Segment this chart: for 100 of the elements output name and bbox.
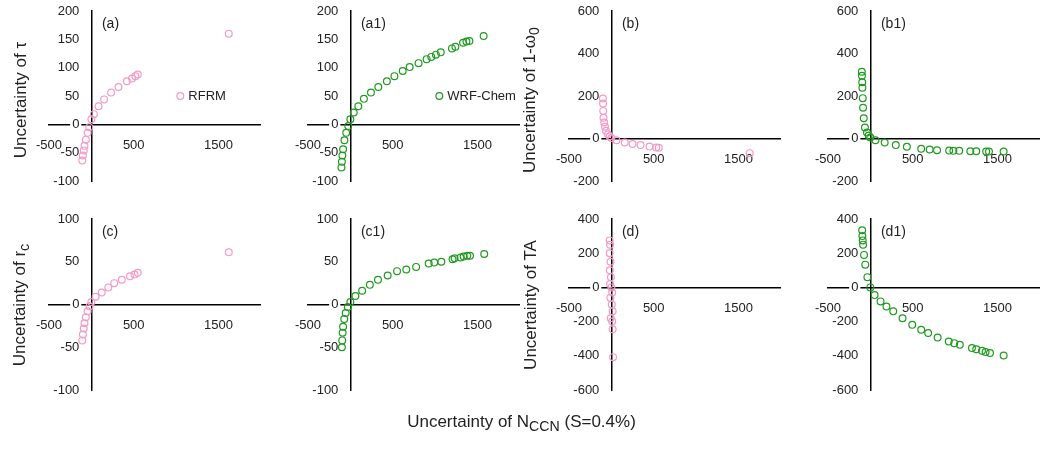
point <box>346 115 355 124</box>
y-tick-label: 400 <box>836 210 859 226</box>
point <box>891 141 900 150</box>
point <box>373 275 382 284</box>
point <box>122 77 131 86</box>
x-tick-label: 1500 <box>723 299 753 315</box>
point <box>985 349 994 358</box>
y-tick-label: 400 <box>577 45 600 61</box>
point <box>393 267 402 276</box>
point <box>133 268 142 277</box>
y-tick-label: 600 <box>577 2 600 18</box>
y-tick-label: 200 <box>577 244 600 260</box>
x-tick-label: -500 <box>294 136 322 152</box>
y-tick-label: 0 <box>72 296 80 312</box>
point <box>981 348 990 357</box>
point <box>337 343 346 352</box>
point <box>78 156 87 165</box>
point <box>87 297 96 306</box>
x-tick-label: 500 <box>381 136 404 152</box>
x-tick-label: 500 <box>122 136 145 152</box>
point <box>89 110 98 119</box>
point <box>110 279 119 288</box>
point <box>863 273 872 282</box>
point <box>955 340 964 349</box>
point <box>91 292 100 301</box>
point <box>917 144 926 153</box>
annotation: (d1) <box>880 222 906 239</box>
point <box>605 236 614 245</box>
point <box>607 300 616 309</box>
y-tick-label: 200 <box>836 244 859 260</box>
point <box>880 138 889 147</box>
point <box>480 250 489 259</box>
y-tick-label: 0 <box>72 115 80 131</box>
y-tick-label: -200 <box>832 313 859 329</box>
point <box>346 297 355 306</box>
y-tick-label: 150 <box>316 30 339 46</box>
point <box>479 31 488 40</box>
point <box>107 88 116 97</box>
point <box>337 163 346 172</box>
point <box>944 337 953 346</box>
point <box>908 320 917 329</box>
point <box>80 141 89 150</box>
point <box>859 114 868 123</box>
y-tick-label: -100 <box>312 381 339 397</box>
point <box>858 236 867 245</box>
point <box>858 232 867 241</box>
y-tick-label: 50 <box>64 87 80 103</box>
y-tick-label: 100 <box>316 210 339 226</box>
point <box>85 302 94 311</box>
point <box>224 248 233 257</box>
point <box>382 77 391 86</box>
point <box>871 136 880 145</box>
y-axis-title: Uncertainty of τ <box>11 41 31 159</box>
point <box>972 147 981 156</box>
point <box>606 257 615 266</box>
point <box>224 29 233 38</box>
legend-label: RFRM <box>188 87 226 103</box>
point <box>342 128 351 137</box>
point <box>599 106 608 115</box>
point <box>857 67 866 76</box>
point <box>999 351 1008 360</box>
point <box>431 50 440 59</box>
point <box>972 345 981 354</box>
y-tick-label: -50 <box>60 338 80 354</box>
point <box>917 325 926 334</box>
annotation: (d) <box>621 222 640 239</box>
y-tick-label: 0 <box>851 278 859 294</box>
y-tick-label: -200 <box>573 313 600 329</box>
annotation: (c) <box>101 222 119 239</box>
point <box>645 142 654 151</box>
x-tick-label: 500 <box>642 299 665 315</box>
point <box>130 270 139 279</box>
point <box>125 272 134 281</box>
point <box>882 302 891 311</box>
y-tick-label: -400 <box>573 347 600 363</box>
point <box>606 314 615 323</box>
point <box>967 344 976 353</box>
point <box>412 262 421 271</box>
point <box>860 123 869 132</box>
point <box>858 226 867 235</box>
point <box>600 118 609 127</box>
x-tick-label: 500 <box>381 316 404 332</box>
point <box>447 44 456 53</box>
point <box>78 336 87 345</box>
point <box>365 280 374 289</box>
point <box>608 307 617 316</box>
x-tick-label: -500 <box>555 299 583 315</box>
point <box>459 252 468 261</box>
y-axis-title: Uncertainty of TA <box>521 240 541 370</box>
x-tick-label: 1500 <box>203 316 233 332</box>
y-tick-label: -400 <box>832 347 859 363</box>
point <box>933 146 942 155</box>
point <box>79 146 88 155</box>
y-tick-label: -100 <box>53 381 80 397</box>
point <box>414 59 423 68</box>
x-tick-label: -500 <box>555 150 583 166</box>
x-axis-title: Uncertainty of N$_{CCN}$ (S=0.4%) <box>406 412 637 435</box>
point <box>390 72 399 81</box>
point <box>405 63 414 72</box>
point <box>359 94 368 103</box>
